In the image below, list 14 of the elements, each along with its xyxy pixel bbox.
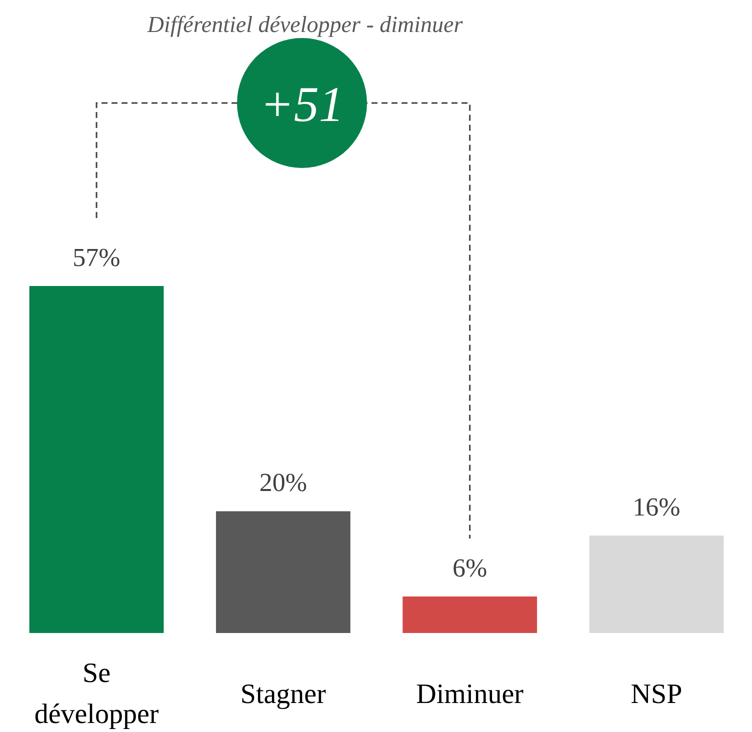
x-tick-label: Stagner bbox=[240, 679, 327, 710]
x-tick-label: Se développer bbox=[34, 658, 160, 730]
x-tick-label: Diminuer bbox=[416, 679, 524, 710]
bar bbox=[216, 511, 350, 633]
bar bbox=[589, 536, 724, 633]
text: +51 bbox=[260, 76, 344, 132]
bar bbox=[402, 596, 538, 633]
data-label: 57% bbox=[72, 243, 120, 272]
bar bbox=[29, 286, 164, 633]
chart-title: Différentiel développer - diminuer bbox=[146, 12, 464, 37]
data-label: 6% bbox=[452, 553, 488, 582]
x-tick-label: NSP bbox=[630, 679, 682, 710]
data-label: 20% bbox=[259, 468, 308, 498]
data-label: 16% bbox=[632, 492, 680, 522]
